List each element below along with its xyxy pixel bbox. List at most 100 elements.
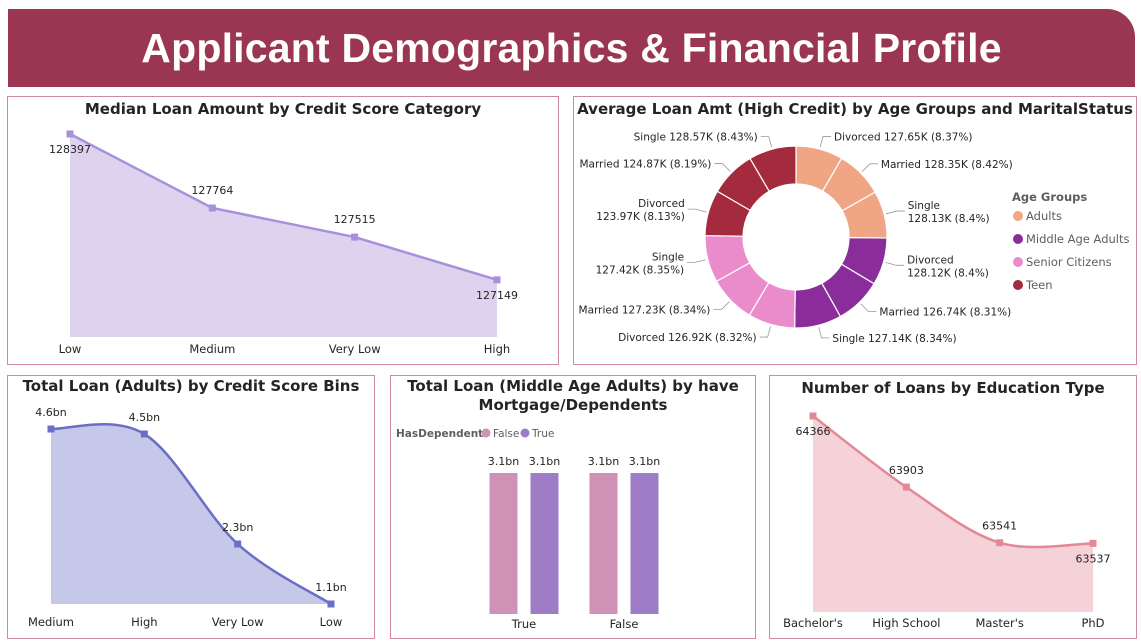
donut-leader-3 xyxy=(885,261,905,266)
middle-bar-label-0-1: 3.1bn xyxy=(529,455,560,468)
loans-education-tick-label-1: High School xyxy=(872,616,940,630)
middle-legend-marker-1 xyxy=(520,428,530,438)
loans-education-area xyxy=(813,416,1093,612)
donut-label-11: Single 128.57K (8.43%) xyxy=(634,132,758,144)
loans-education-panel[interactable]: Number of Loans by Education Type 64366 B… xyxy=(769,375,1137,639)
middle-legend-label-1: True xyxy=(531,428,554,440)
donut-legend-label-0: Adults xyxy=(1026,209,1062,223)
donut-label-line2-9: 123.97K (8.13%) xyxy=(596,211,685,223)
loans-education-tick-label-2: Master's xyxy=(975,616,1023,630)
donut-leader-0 xyxy=(819,136,832,148)
donut-label-line1-2: Single xyxy=(908,200,940,212)
donut-leader-6 xyxy=(759,326,772,338)
middle-bar-label-1-0: 3.1bn xyxy=(588,455,619,468)
loans-education-point-1 xyxy=(902,483,910,491)
donut-legend-marker-0 xyxy=(1013,211,1023,221)
middle-bar-label-0-0: 3.1bn xyxy=(488,455,519,468)
donut-leader-5 xyxy=(818,327,830,339)
median-loan-line xyxy=(69,132,498,282)
median-loan-tick-label-2: Very Low xyxy=(329,342,381,356)
donut-leader-4 xyxy=(860,303,877,313)
total-loan-adults-tick-label-0: Medium xyxy=(28,615,74,629)
middle-tick-label-1: False xyxy=(610,617,639,631)
total-loan-adults-data-label-0: 4.6bn xyxy=(35,406,66,419)
loans-education-point-3 xyxy=(1089,539,1097,547)
median-loan-tick-label-0: Low xyxy=(59,342,82,356)
total-loan-adults-data-label-3: 1.1bn xyxy=(315,581,346,594)
median-loan-point-1 xyxy=(208,204,216,212)
donut-legend-label-1: Middle Age Adults xyxy=(1026,232,1130,246)
donut-leader-8 xyxy=(687,259,706,263)
donut-slice-11 xyxy=(749,145,797,193)
median-loan-chart: 128397 Low 127764 Medium 127515 Very Low 12714… xyxy=(49,130,518,356)
donut-legend-marker-1 xyxy=(1013,234,1023,244)
median-loan-area xyxy=(70,134,497,337)
donut-label-9: Divorced 123.97K (8.13%) xyxy=(596,198,685,223)
total-loan-adults-point-0 xyxy=(47,425,55,433)
middle-legend-marker-0 xyxy=(481,428,491,438)
median-loan-data-label-2: 127515 xyxy=(334,213,376,226)
median-loan-point-0 xyxy=(66,130,74,138)
donut-label-10: Married 124.87K (8.19%) xyxy=(580,159,712,171)
total-loan-adults-line xyxy=(50,422,332,606)
median-loan-title: Median Loan Amount by Credit Score Categ… xyxy=(84,100,482,118)
loans-education-data-label-1: 63903 xyxy=(889,464,924,477)
donut-label-4: Married 126.74K (8.31%) xyxy=(879,307,1011,319)
donut-label-8: Single 127.42K (8.35%) xyxy=(596,251,685,276)
loans-education-tick-label-3: PhD xyxy=(1081,616,1104,630)
loans-education-tick-label-0: Bachelor's xyxy=(783,616,843,630)
donut-leader-2 xyxy=(885,210,905,215)
median-loan-data-label-0: 128397 xyxy=(49,143,91,156)
donut-label-3: Divorced 128.12K (8.4%) xyxy=(907,254,989,279)
middle-bar-0-0 xyxy=(489,473,518,614)
donut-label-5: Single 127.14K (8.34%) xyxy=(832,333,956,345)
median-loan-tick-label-1: Medium xyxy=(189,342,235,356)
donut-legend-label-2: Senior Citizens xyxy=(1026,255,1112,269)
total-loan-adults-tick-label-1: High xyxy=(131,615,157,629)
donut-label-line1-9: Divorced xyxy=(638,198,685,210)
loans-education-point-0 xyxy=(809,412,817,420)
total-loan-middle-title-line2: Mortgage/Dependents xyxy=(478,396,668,414)
total-loan-adults-point-3 xyxy=(327,600,335,608)
middle-tick-label-0: True xyxy=(511,617,536,631)
total-loan-middle-panel[interactable]: Total Loan (Middle Age Adults) by have M… xyxy=(390,375,756,639)
total-loan-adults-point-2 xyxy=(234,540,242,548)
middle-legend-title: HasDependents xyxy=(396,428,489,440)
avg-loan-donut-title: Average Loan Amt (High Credit) by Age Gr… xyxy=(577,100,1133,118)
donut-legend-marker-2 xyxy=(1013,257,1023,267)
donut-label-line1-8: Single xyxy=(652,251,684,263)
median-loan-data-label-1: 127764 xyxy=(191,184,233,197)
total-loan-middle-chart: HasDependents False True 3.1bn 3.1bn True 3.1b… xyxy=(396,428,660,631)
donut-label-6: Divorced 126.92K (8.32%) xyxy=(618,332,756,344)
avg-loan-donut-panel[interactable]: Average Loan Amt (High Credit) by Age Gr… xyxy=(573,96,1137,365)
loans-education-chart: 64366 Bachelor's 63903 High School 63541 Mast… xyxy=(783,412,1111,630)
donut-legend-title: Age Groups xyxy=(1012,190,1087,204)
donut-leader-10 xyxy=(714,163,731,172)
donut-label-line2-3: 128.12K (8.4%) xyxy=(907,267,989,279)
donut-label-7: Married 127.23K (8.34%) xyxy=(579,304,711,316)
middle-bar-0-1 xyxy=(530,473,559,614)
donut-leader-9 xyxy=(687,208,707,213)
donut-label-0: Divorced 127.65K (8.37%) xyxy=(834,132,972,144)
donut-label-line2-8: 127.42K (8.35%) xyxy=(596,264,685,276)
loans-education-data-label-0: 64366 xyxy=(796,425,831,438)
middle-legend-label-0: False xyxy=(493,428,519,440)
middle-bar-1-1 xyxy=(630,473,659,614)
total-loan-adults-point-1 xyxy=(140,430,148,438)
total-loan-adults-tick-label-2: Very Low xyxy=(212,615,264,629)
total-loan-adults-data-label-2: 2.3bn xyxy=(222,521,253,534)
median-loan-panel[interactable]: Median Loan Amount by Credit Score Categ… xyxy=(7,96,559,365)
total-loan-adults-panel[interactable]: Total Loan (Adults) by Credit Score Bins… xyxy=(7,375,375,639)
donut-legend-label-3: Teen xyxy=(1025,278,1053,292)
total-loan-adults-chart: 4.6bn Medium 4.5bn High 2.3bn Very Low 1.1bn Lo… xyxy=(28,406,347,629)
header-banner: Applicant Demographics & Financial Profi… xyxy=(8,9,1135,87)
loans-education-title: Number of Loans by Education Type xyxy=(801,379,1105,397)
total-loan-middle-title-line1: Total Loan (Middle Age Adults) by have xyxy=(407,377,739,395)
donut-leader-7 xyxy=(713,301,730,310)
total-loan-adults-data-label-1: 4.5bn xyxy=(129,411,160,424)
loans-education-line xyxy=(812,415,1094,549)
donut-label-1: Married 128.35K (8.42%) xyxy=(881,159,1013,171)
donut-label-line2-2: 128.13K (8.4%) xyxy=(908,213,990,225)
page-title: Applicant Demographics & Financial Profi… xyxy=(141,24,1002,71)
total-loan-adults-tick-label-3: Low xyxy=(320,615,343,629)
